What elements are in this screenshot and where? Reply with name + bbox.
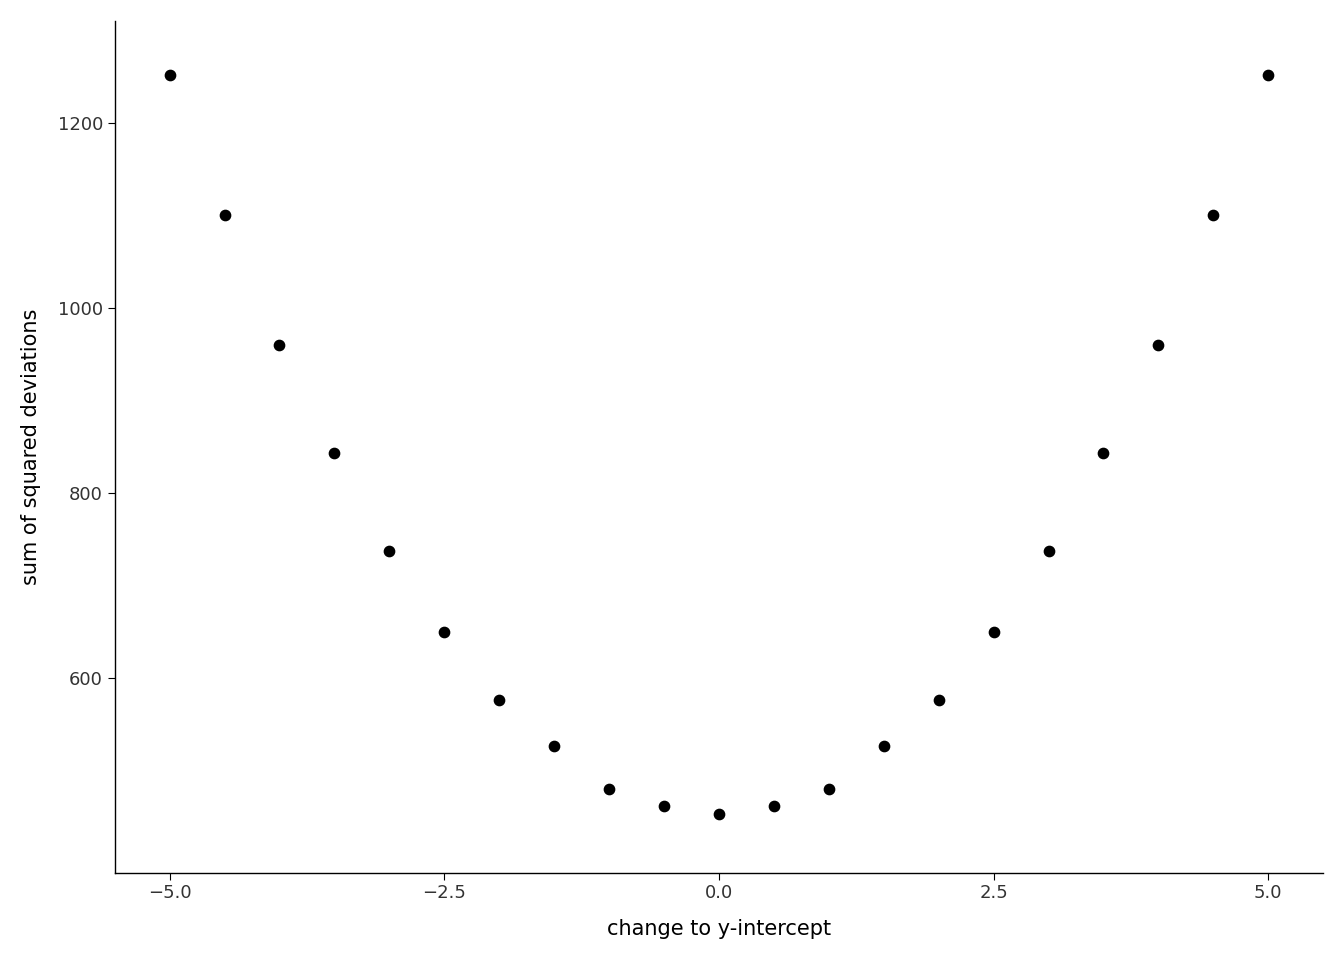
Point bbox=[1093, 445, 1114, 461]
Point bbox=[1203, 207, 1224, 223]
Point bbox=[818, 781, 840, 797]
Point bbox=[708, 806, 730, 822]
Point bbox=[379, 543, 401, 559]
Point bbox=[269, 337, 290, 352]
Point bbox=[874, 738, 895, 754]
Point bbox=[927, 692, 949, 708]
Point bbox=[159, 67, 180, 83]
Point bbox=[1258, 67, 1279, 83]
Point bbox=[1148, 337, 1169, 352]
Point bbox=[653, 799, 675, 814]
Point bbox=[763, 799, 785, 814]
Y-axis label: sum of squared deviations: sum of squared deviations bbox=[22, 308, 40, 585]
Point bbox=[324, 445, 345, 461]
Point bbox=[543, 738, 564, 754]
Point bbox=[488, 692, 509, 708]
Point bbox=[598, 781, 620, 797]
Point bbox=[1038, 543, 1059, 559]
Point bbox=[434, 624, 456, 639]
Point bbox=[214, 207, 235, 223]
X-axis label: change to y-intercept: change to y-intercept bbox=[607, 919, 831, 939]
Point bbox=[982, 624, 1004, 639]
